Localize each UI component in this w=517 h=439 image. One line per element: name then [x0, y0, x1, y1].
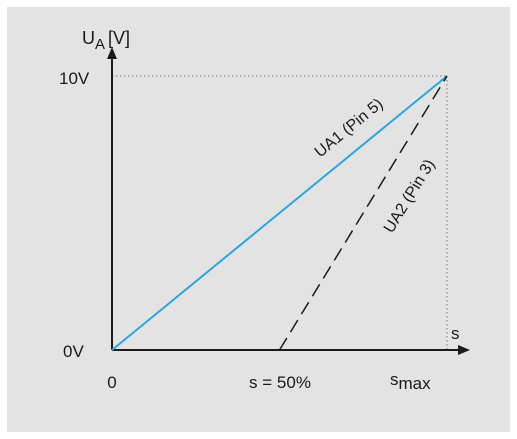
- y-axis-title: UA [V]: [82, 28, 130, 53]
- y-axis-arrow: [107, 47, 117, 59]
- series-label-ua1: UA1 (Pin 5): [312, 96, 387, 162]
- x-tick-label-50: s = 50%: [249, 373, 311, 392]
- x-axis-arrow: [458, 345, 470, 355]
- chart-panel: [7, 7, 510, 432]
- series-line-ua2: [278, 75, 448, 351]
- x-tick-label-0: 0: [107, 373, 116, 392]
- x-axis-title: s: [451, 324, 460, 343]
- series-line-ua1: [111, 75, 448, 351]
- y-tick-label-10v: 10V: [59, 69, 90, 88]
- y-tick-label-0v: 0V: [63, 342, 84, 361]
- x-tick-label-smax: smax: [390, 370, 431, 393]
